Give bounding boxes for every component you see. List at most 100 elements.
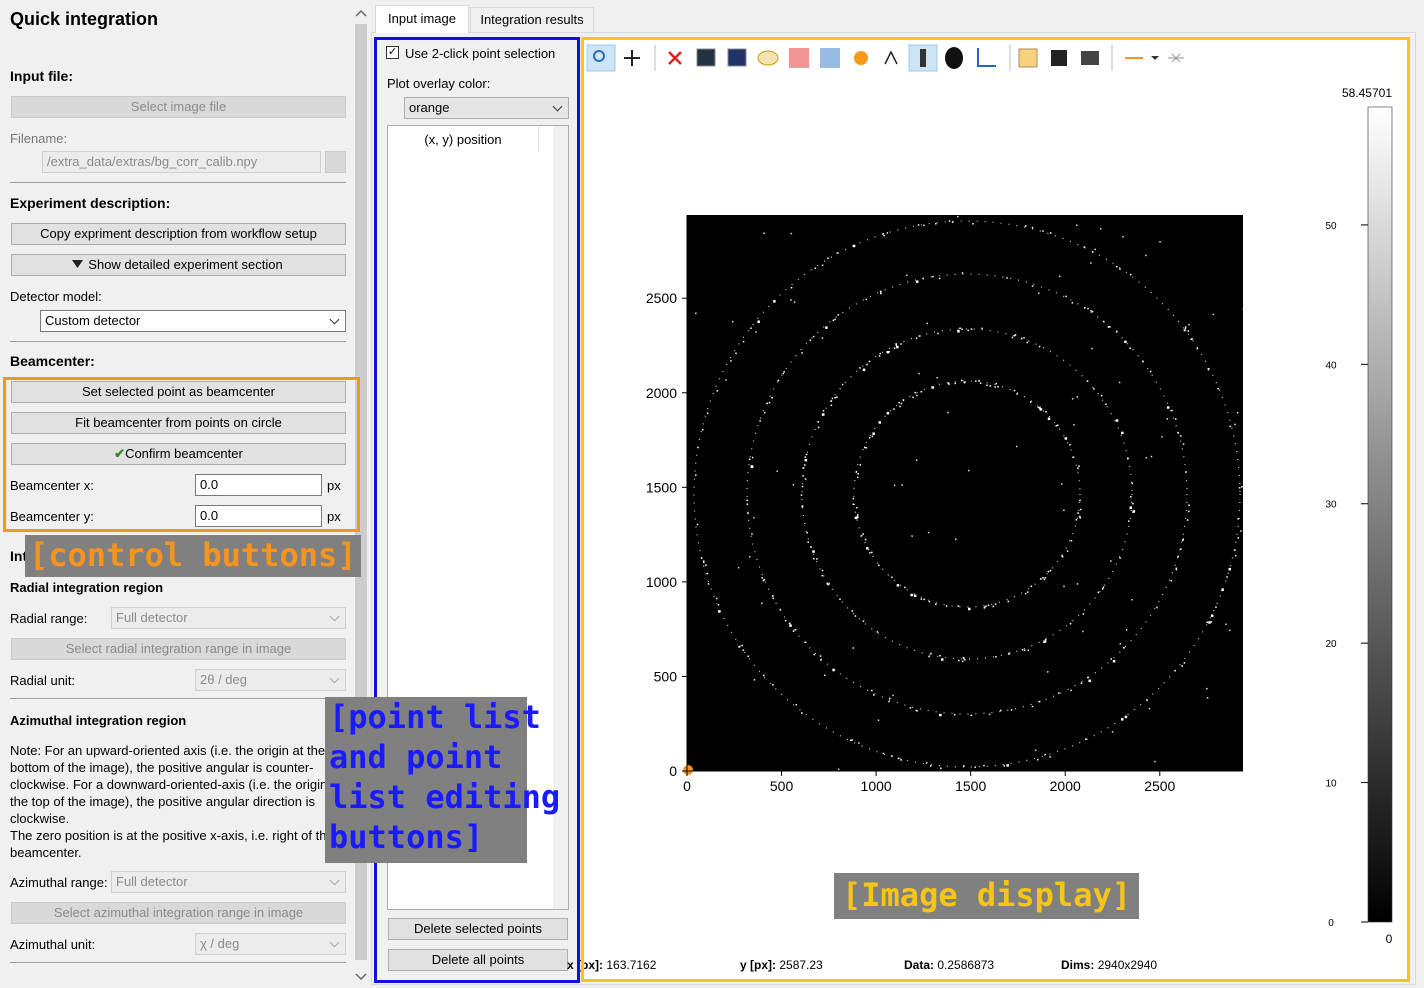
speck — [747, 512, 749, 515]
speck — [1042, 230, 1044, 232]
set-beamcenter-button[interactable]: Set selected point as beamcenter — [11, 381, 346, 403]
fit-beamcenter-button[interactable]: Fit beamcenter from points on circle — [11, 412, 346, 434]
speck — [1184, 326, 1187, 328]
speck — [928, 600, 931, 603]
speck — [855, 470, 858, 473]
speck — [1086, 380, 1089, 382]
detector-image[interactable] — [687, 215, 1243, 771]
detector-select[interactable]: Custom detector — [40, 310, 346, 332]
speck — [886, 350, 890, 354]
save-button[interactable] — [1051, 50, 1067, 66]
speck — [1016, 393, 1018, 395]
scroll-up[interactable] — [355, 8, 367, 18]
speck — [857, 476, 859, 479]
speck — [910, 593, 913, 597]
speck — [947, 411, 949, 414]
speck — [790, 286, 793, 289]
show-details-button[interactable]: Show detailed experiment section — [11, 254, 346, 276]
copy-description-button[interactable]: Copy expriment description from workflow… — [11, 223, 346, 245]
pan-icon[interactable] — [624, 50, 640, 66]
speck — [917, 224, 920, 226]
column-header[interactable]: (x, y) position — [388, 126, 539, 152]
speck — [1071, 398, 1074, 400]
speck — [852, 244, 856, 248]
list-scrollbar[interactable] — [553, 126, 568, 909]
toolbar-button[interactable] — [696, 48, 716, 67]
radial-unit-select[interactable]: 2θ / deg — [195, 669, 346, 691]
delete-all-button[interactable]: Delete all points — [388, 949, 568, 971]
section-heading: Experiment description: — [10, 195, 171, 211]
speck — [817, 421, 819, 423]
speck — [890, 755, 893, 757]
azimuthal-select-button[interactable]: Select azimuthal integration range in im… — [11, 902, 346, 924]
toolbar-button[interactable] — [854, 51, 868, 65]
overlay-color-label: Plot overlay color: — [387, 76, 491, 91]
toolbar-button[interactable] — [1018, 48, 1038, 68]
speck — [706, 572, 709, 575]
speck — [915, 709, 918, 712]
filename-input[interactable]: /extra_data/extras/bg_corr_calib.npy — [42, 151, 321, 173]
speck — [801, 485, 804, 488]
radial-select-button[interactable]: Select radial integration range in image — [11, 638, 346, 660]
point-list-highlight — [374, 37, 580, 983]
marker-button[interactable] — [1168, 53, 1184, 63]
azimuthal-unit-select[interactable]: χ / deg — [195, 933, 346, 955]
speck — [809, 339, 812, 341]
speck — [852, 497, 855, 500]
toolbar-button[interactable] — [977, 48, 996, 67]
radial-range-select[interactable]: Full detector — [111, 607, 346, 629]
speck — [1188, 510, 1190, 513]
speck — [1082, 613, 1085, 615]
speck — [1064, 437, 1068, 440]
speck — [753, 679, 756, 681]
beamcenter-y-input[interactable]: 0.0 — [195, 505, 322, 527]
speck — [761, 577, 763, 579]
speck — [1039, 406, 1041, 409]
note-line: beamcenter. — [10, 845, 82, 860]
tab[interactable]: Integration results — [470, 7, 594, 32]
colorbar-tick-label: 30 — [1325, 500, 1337, 511]
reset-icon[interactable] — [668, 51, 682, 65]
toolbar-button[interactable] — [586, 44, 616, 72]
speck — [816, 558, 818, 560]
toolbar-button[interactable] — [884, 50, 898, 65]
speck — [1234, 554, 1237, 557]
speck — [705, 564, 707, 566]
toolbar-button[interactable] — [789, 48, 809, 68]
select-image-button[interactable]: Select image file — [11, 96, 346, 118]
azimuthal-range-select[interactable]: Full detector — [111, 871, 346, 893]
toolbar-button[interactable] — [727, 48, 747, 67]
speck — [876, 631, 879, 633]
confirm-beamcenter-button[interactable]: ✔Confirm beamcenter — [11, 443, 346, 465]
speck — [920, 390, 923, 393]
speck — [1075, 519, 1078, 521]
beamcenter-x-input[interactable]: 0.0 — [195, 474, 322, 496]
speck — [789, 624, 792, 626]
delete-selected-button[interactable]: Delete selected points — [388, 918, 568, 940]
speck — [919, 335, 921, 337]
checkbox-label[interactable]: Use 2-click point selection — [405, 46, 556, 61]
speck — [1240, 530, 1242, 532]
browse-button[interactable] — [325, 151, 346, 173]
speck — [773, 300, 776, 303]
speck — [1175, 568, 1178, 571]
speck — [1069, 622, 1072, 625]
speck — [856, 515, 859, 518]
speck — [1171, 409, 1173, 412]
dropdown-arrow[interactable] — [1151, 56, 1159, 60]
tab-active[interactable]: Input image — [375, 5, 469, 33]
overlay-color-select[interactable]: orange — [404, 97, 569, 119]
speck — [841, 383, 844, 386]
speck — [868, 436, 871, 439]
scroll-down[interactable] — [355, 972, 367, 982]
speck — [958, 659, 960, 662]
toolbar-button[interactable] — [820, 48, 840, 68]
speck — [1124, 340, 1127, 344]
speck — [1061, 483, 1063, 485]
toolbar-button[interactable] — [757, 50, 779, 66]
speck — [763, 232, 765, 235]
checkbox[interactable]: ✓ — [386, 46, 399, 59]
speck — [812, 335, 815, 338]
print-button[interactable] — [1081, 51, 1099, 65]
toolbar-button[interactable] — [945, 47, 963, 69]
